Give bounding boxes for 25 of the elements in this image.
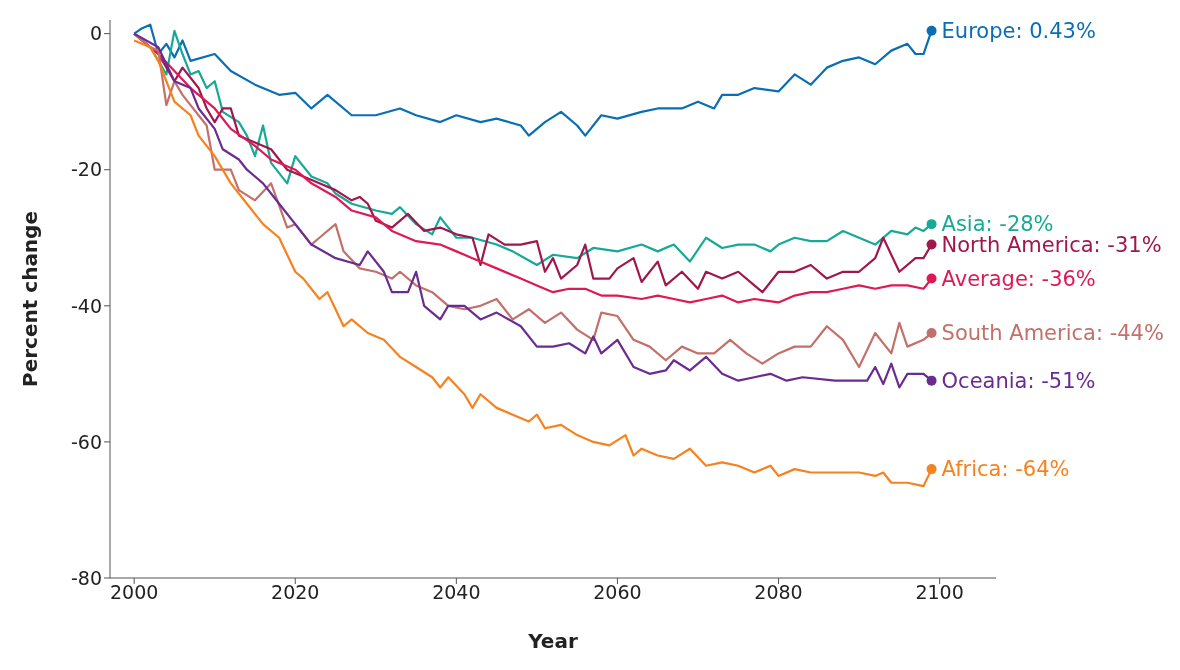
point xyxy=(926,239,937,250)
point xyxy=(926,219,937,230)
y-tick-label: -40 xyxy=(70,294,102,317)
x-tick-label: 2100 xyxy=(915,581,964,604)
x-tick-label: 2080 xyxy=(754,581,803,604)
x-tick-label: 2040 xyxy=(432,581,481,604)
y-tick-label: 0 xyxy=(89,22,102,45)
y-tick-label: -80 xyxy=(70,566,102,589)
point xyxy=(926,328,937,339)
point xyxy=(926,273,937,284)
point xyxy=(926,464,937,475)
series-label: Average: -36% xyxy=(941,266,1096,291)
x-tick-label: 2020 xyxy=(271,581,320,604)
x-tick-label: 2060 xyxy=(593,581,642,604)
y-tick-label: -60 xyxy=(70,430,102,453)
y-axis-title: Percent change xyxy=(18,211,43,387)
x-axis-title: Year xyxy=(527,629,578,653)
y-tick-label: -20 xyxy=(70,158,102,181)
series-label: Oceania: -51% xyxy=(941,369,1096,394)
x-tick-label: 2000 xyxy=(109,581,159,604)
series-label: South America: -44% xyxy=(941,321,1164,346)
point xyxy=(926,25,937,36)
point xyxy=(926,375,937,386)
series-label: Africa: -64% xyxy=(941,457,1070,482)
series-label: Europe: 0.43% xyxy=(941,19,1096,44)
